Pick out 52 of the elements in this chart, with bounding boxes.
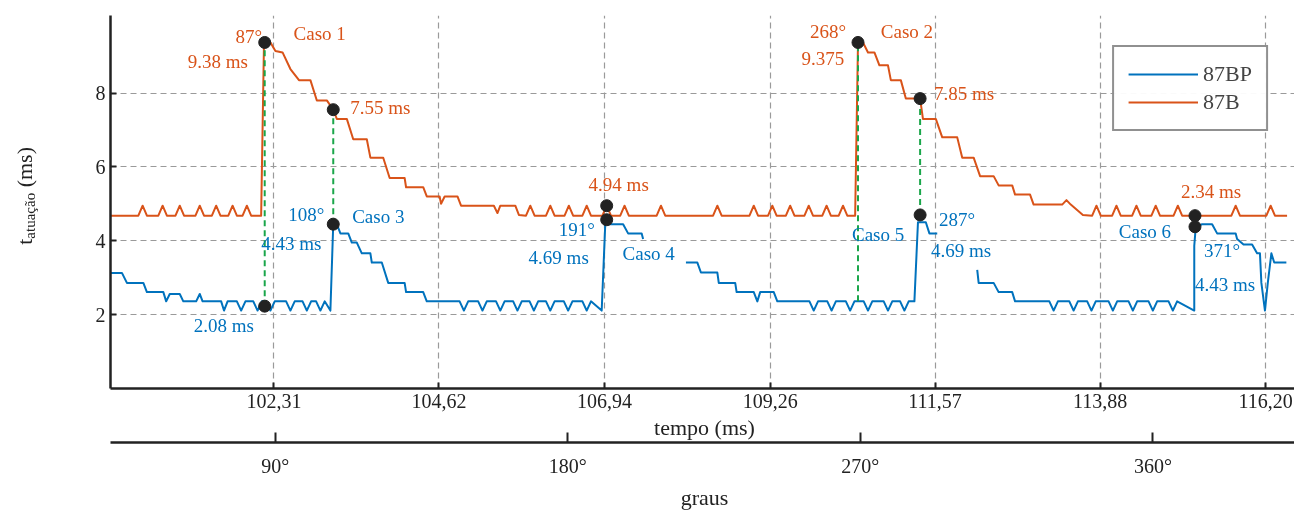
annotation: 4.69 ms [931, 240, 992, 262]
annotation: 4.69 ms [528, 247, 589, 269]
annotation: 268° [809, 20, 847, 42]
annotation: 287° [939, 209, 976, 231]
point [600, 199, 614, 213]
annotation: 9.38 ms [187, 50, 248, 72]
annotation: Caso 5 [851, 224, 905, 246]
point [1188, 209, 1202, 223]
annotation: Caso 1 [293, 22, 346, 44]
annotation: 7.85 ms [934, 83, 995, 105]
annotation: 2.08 ms [193, 314, 254, 336]
x2-tick-label: 90° [261, 454, 290, 477]
legend-label: 87B [1203, 89, 1240, 115]
x-tick-label: 113,88 [1072, 389, 1128, 412]
annotation: 2.34 ms [1180, 181, 1242, 203]
x-tick-label: 104,62 [411, 389, 467, 412]
x2-tick-label: 180° [548, 454, 587, 477]
x-tick-label: 102,31 [246, 389, 302, 412]
annotation: 4.43 ms [1194, 274, 1256, 296]
annotation: 7.55 ms [350, 97, 411, 119]
x-tick-label: 111,57 [908, 389, 962, 412]
point [600, 213, 614, 227]
annotation: 9.375 [801, 47, 845, 69]
annotation: Caso 4 [622, 243, 676, 265]
point [913, 92, 927, 106]
annotation: 371° [1203, 240, 1241, 262]
legend-label: 87BP [1203, 61, 1252, 87]
annotation: Caso 3 [352, 205, 405, 227]
y-tick-label: 2 [95, 303, 106, 326]
annotation: 191° [558, 219, 595, 241]
x-tick-label: 116,20 [1238, 389, 1293, 412]
point [326, 103, 340, 117]
x2-axis-title: graus [680, 484, 729, 510]
y-tick-label: 8 [95, 82, 106, 105]
annotation: 108° [288, 203, 325, 225]
point [1188, 220, 1202, 234]
x2-tick-label: 360° [1133, 454, 1172, 477]
point [258, 299, 272, 313]
annotation: Caso 2 [880, 20, 934, 42]
annotation: 4.43 ms [261, 232, 322, 254]
x-axis-title: tempo (ms) [654, 414, 755, 440]
point [913, 208, 927, 222]
annotation: 87° [235, 25, 263, 47]
x2-tick-label: 270° [841, 454, 880, 477]
point [326, 217, 340, 231]
annotation: Caso 6 [1118, 221, 1172, 243]
x-tick-label: 109,26 [742, 389, 798, 412]
point [851, 35, 865, 49]
x-tick-label: 106,94 [577, 389, 633, 412]
annotation: 4.94 ms [588, 174, 649, 196]
y-tick-label: 6 [95, 155, 106, 178]
y-tick-label: 4 [95, 229, 106, 252]
